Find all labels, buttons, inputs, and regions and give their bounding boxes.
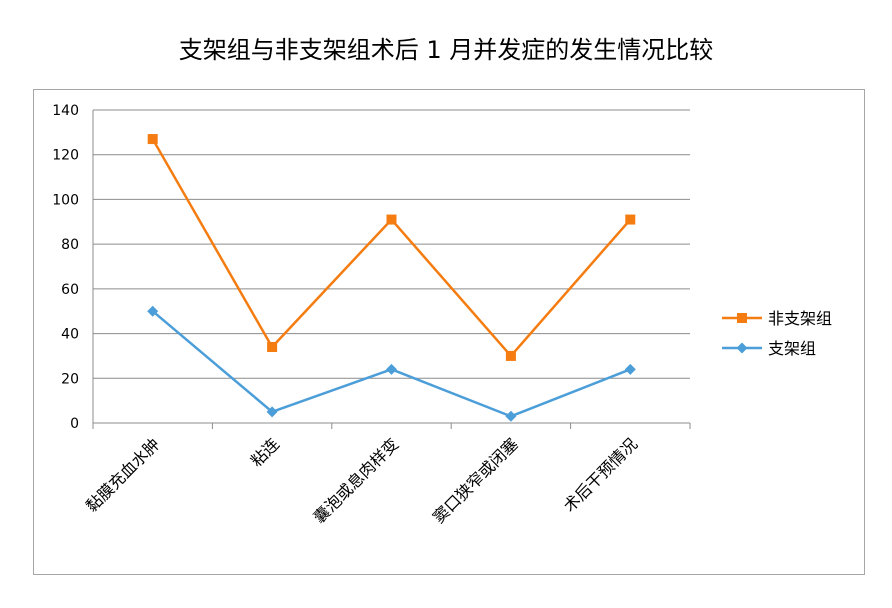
data-point-1-1 [147,134,158,145]
series-group [147,134,636,422]
y-tick-labels: 0 20 40 60 80 100 120 140 [52,103,79,432]
x-tick-label-3: 囊泡或息肉样变 [310,434,403,527]
data-point-1-5 [625,214,636,225]
gridlines [93,109,690,424]
x-tick-label-2: 粘连 [247,434,283,470]
legend-label-2: 支架组 [768,339,816,358]
y-tick-label-0: 0 [70,416,79,432]
x-tick-label-5: 术后干预情况 [560,434,641,515]
y-tick-label-20: 20 [61,371,79,387]
y-tick-label-80: 80 [61,237,79,253]
y-tick-label-40: 40 [61,327,79,343]
data-point-2-1 [147,305,159,317]
legend-label-1: 非支架组 [768,309,832,328]
legend-marker-1 [737,313,747,323]
axes [92,110,691,429]
chart-frame [33,89,865,575]
data-point-1-2 [267,341,278,352]
y-tick-label-120: 120 [52,148,79,164]
chart-title: 支架组与非支架组术后 1 月并发症的发生情况比较 [178,36,714,64]
data-point-2-5 [624,363,636,375]
series-line-1 [151,138,632,358]
data-point-2-4 [505,410,517,422]
series-2 [147,305,636,422]
series-1 [147,134,636,361]
data-point-1-4 [505,350,516,361]
x-tick-label-1: 黏膜充血水肿 [82,434,163,515]
x-tick-label-4: 窦口狭窄或闭塞 [429,434,522,527]
y-tick-label-100: 100 [52,192,79,208]
legend-item-1: 非支架组 [722,309,832,328]
data-point-1-3 [386,214,397,225]
x-tick-labels: 黏膜充血水肿 粘连 囊泡或息肉样变 窦口狭窄或闭塞 术后干预情况 [82,434,641,527]
series-line-2 [151,310,631,418]
legend-marker-2 [736,342,748,354]
y-tick-label-140: 140 [52,103,79,119]
data-point-2-2 [266,406,278,418]
data-point-2-3 [386,363,397,375]
legend-item-2: 支架组 [722,339,816,358]
y-tick-label-60: 60 [61,282,79,298]
